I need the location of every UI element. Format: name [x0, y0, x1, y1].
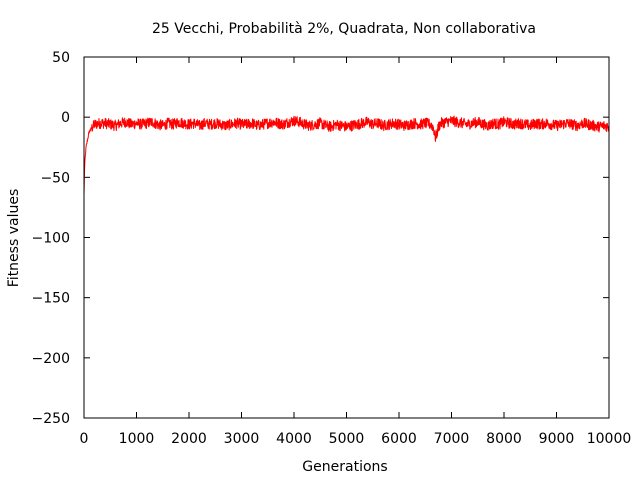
y-tick-label: −150 — [32, 291, 70, 307]
x-tick-label: 10000 — [587, 431, 632, 447]
series-layer — [83, 115, 610, 195]
x-tick-label: 8000 — [486, 431, 522, 447]
x-tick-label: 6000 — [381, 431, 417, 447]
y-tick-label: −250 — [32, 411, 70, 427]
x-tick-label: 4000 — [276, 431, 312, 447]
x-tick-label: 5000 — [329, 431, 365, 447]
y-tick-label: 50 — [52, 50, 70, 66]
fitness-series-line — [83, 115, 610, 195]
plot-frame — [83, 56, 610, 419]
x-axis-label: Generations — [302, 459, 387, 475]
x-tick-label: 1000 — [119, 431, 155, 447]
x-tick-label: 3000 — [224, 431, 260, 447]
x-tick-label: 9000 — [539, 431, 575, 447]
chart-title: 25 Vecchi, Probabilità 2%, Quadrata, Non… — [152, 21, 536, 37]
x-tick-label: 7000 — [434, 431, 470, 447]
y-tick-label: −100 — [32, 231, 70, 247]
y-tick-label: −200 — [32, 351, 70, 367]
x-tick-label: 2000 — [171, 431, 207, 447]
y-tick-label: 0 — [61, 110, 70, 126]
x-axis-ticks: 0 1000 2000 3000 4000 5000 6000 7000 8000 9000 100… — [80, 57, 632, 447]
y-tick-label: −50 — [40, 170, 70, 186]
y-axis-label: Fitness values — [6, 189, 22, 287]
y-axis-ticks: 50 0 −50 −100 −150 −200 −250 — [32, 50, 609, 427]
x-tick-label: 0 — [80, 431, 89, 447]
